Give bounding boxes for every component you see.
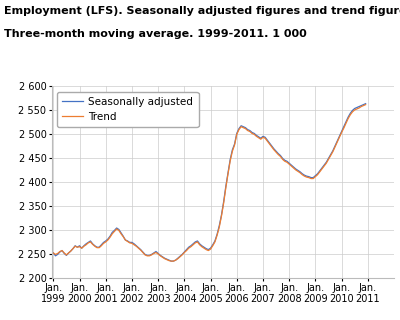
- Trend: [97, 246, 102, 250]
- Seasonally adjusted: [363, 102, 368, 106]
- Trend: [169, 259, 174, 263]
- Line: Seasonally adjusted: Seasonally adjusted: [53, 104, 366, 261]
- Text: Employment (LFS). Seasonally adjusted figures and trend figures.: Employment (LFS). Seasonally adjusted fi…: [4, 6, 400, 16]
- Seasonally adjusted: [309, 176, 314, 180]
- Trend: [51, 251, 56, 255]
- Seasonally adjusted: [304, 174, 309, 178]
- Trend: [363, 103, 368, 107]
- Trend: [304, 175, 309, 179]
- Trend: [309, 177, 314, 180]
- Seasonally adjusted: [51, 251, 56, 255]
- Seasonally adjusted: [147, 253, 152, 257]
- Seasonally adjusted: [97, 245, 102, 249]
- Seasonally adjusted: [169, 259, 174, 263]
- Legend: Seasonally adjusted, Trend: Seasonally adjusted, Trend: [57, 92, 198, 127]
- Seasonally adjusted: [276, 152, 281, 156]
- Line: Trend: Trend: [53, 105, 366, 261]
- Trend: [73, 244, 78, 248]
- Trend: [147, 254, 152, 258]
- Seasonally adjusted: [73, 244, 78, 248]
- Trend: [276, 153, 281, 156]
- Text: Three-month moving average. 1999-2011. 1 000: Three-month moving average. 1999-2011. 1…: [4, 29, 307, 39]
